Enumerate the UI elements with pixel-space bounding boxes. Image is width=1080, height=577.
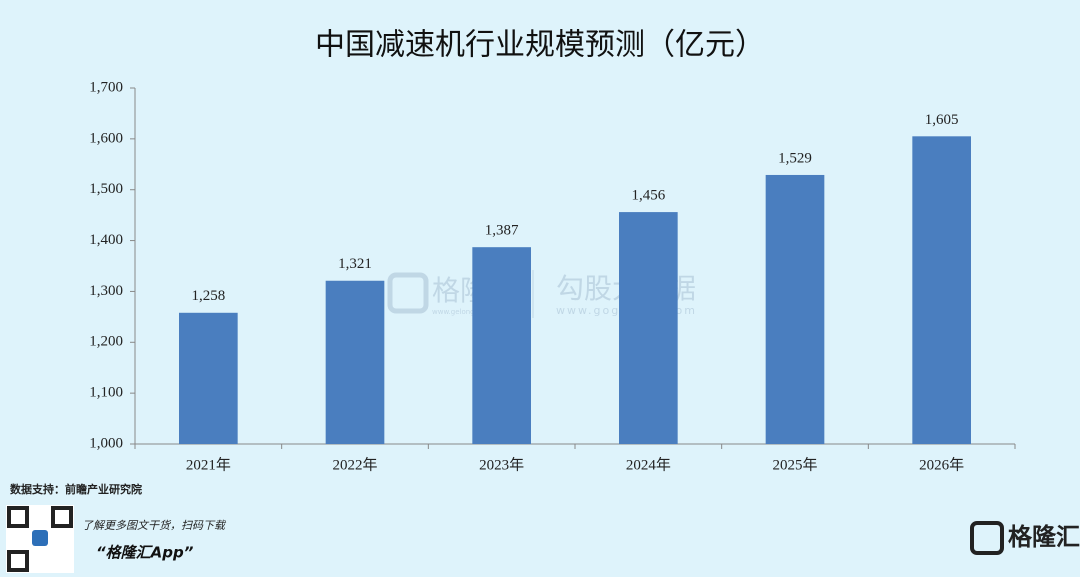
bar (912, 136, 971, 445)
footer-app: “格隆汇App” (96, 544, 194, 562)
x-tick-label: 2022年 (332, 456, 377, 473)
qr-finder (7, 550, 29, 572)
qr-logo (32, 530, 48, 546)
y-tick-label: 1,500 (89, 181, 123, 197)
bar (325, 280, 385, 444)
y-tick-label: 1,400 (89, 232, 123, 248)
watermark-brand-url: www.gelonghui.com (432, 308, 503, 316)
x-tick-label: 2024年 (626, 456, 671, 473)
y-tick-label: 1,700 (89, 79, 123, 95)
bar (765, 174, 825, 445)
value-label: 1,529 (778, 150, 812, 166)
qr-code (6, 505, 74, 573)
y-tick-label: 1,300 (89, 283, 123, 299)
y-tick-label: 1,600 (89, 130, 123, 146)
value-label: 1,387 (485, 223, 519, 239)
x-tick-label: 2021年 (186, 456, 231, 473)
x-tick-label: 2025年 (772, 456, 817, 473)
y-tick-label: 1,000 (89, 435, 123, 451)
qr-finder (51, 506, 73, 528)
value-label: 1,258 (191, 288, 225, 304)
footer-promo: 了解更多图文干货，扫码下载 (82, 519, 227, 532)
x-tick-label: 2023年 (479, 456, 524, 473)
value-label: 1,456 (631, 188, 665, 204)
chart-title: 中国减速机行业规模预测（亿元） (315, 28, 765, 63)
y-tick-label: 1,100 (89, 385, 123, 401)
value-label: 1,605 (925, 112, 959, 128)
bar (619, 212, 678, 444)
source-note: 数据支持：前瞻产业研究院 (10, 482, 142, 496)
footer-logo: 格隆汇 (1008, 523, 1080, 551)
watermark-logo (387, 272, 429, 314)
bar (179, 312, 238, 444)
x-tick-label: 2026年 (919, 456, 964, 473)
value-label: 1,321 (338, 256, 372, 272)
qr-finder (7, 506, 29, 528)
y-tick-label: 1,200 (89, 334, 123, 350)
bar (472, 247, 531, 444)
footer-logo-mark (970, 521, 1004, 555)
